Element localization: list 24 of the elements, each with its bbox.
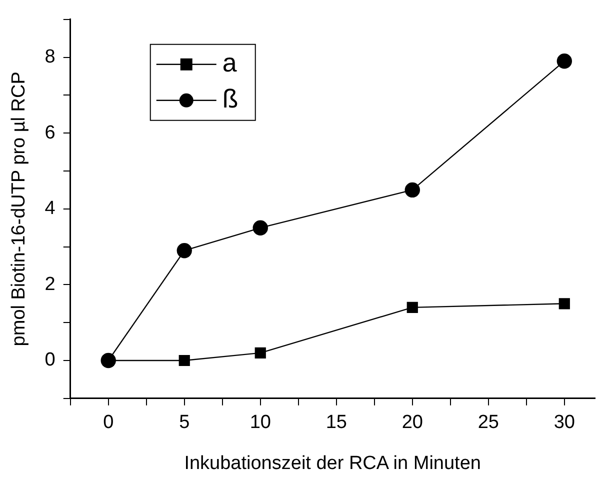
x-tick-label: 0 — [103, 412, 114, 434]
x-tick-label: 5 — [179, 412, 190, 434]
x-tick-label: 25 — [478, 412, 499, 434]
x-axis-title: Inkubationszeit der RCA in Minuten — [184, 452, 481, 474]
point — [558, 298, 570, 310]
x-tick-label: 15 — [326, 412, 347, 434]
y-tick-label: 6 — [44, 122, 56, 144]
point — [252, 220, 268, 236]
legend-label: a — [222, 48, 238, 78]
y-axis-title: pmol Biotin-16-dUTP pro µl RCP — [8, 72, 30, 346]
y-tick-label: 4 — [44, 198, 56, 220]
x-tick-label: 30 — [554, 412, 575, 434]
point — [556, 53, 572, 69]
legend-label: ß — [222, 84, 238, 114]
x-tick-label: 20 — [402, 412, 423, 434]
y-tick-label: 0 — [44, 350, 56, 371]
y-tick-label: 2 — [44, 274, 56, 295]
point — [254, 347, 266, 358]
x-tick-label: 10 — [250, 412, 271, 434]
point — [406, 302, 418, 313]
point — [404, 182, 420, 198]
point — [178, 354, 190, 366]
y-tick-label: 8 — [44, 46, 56, 68]
point — [176, 242, 192, 258]
